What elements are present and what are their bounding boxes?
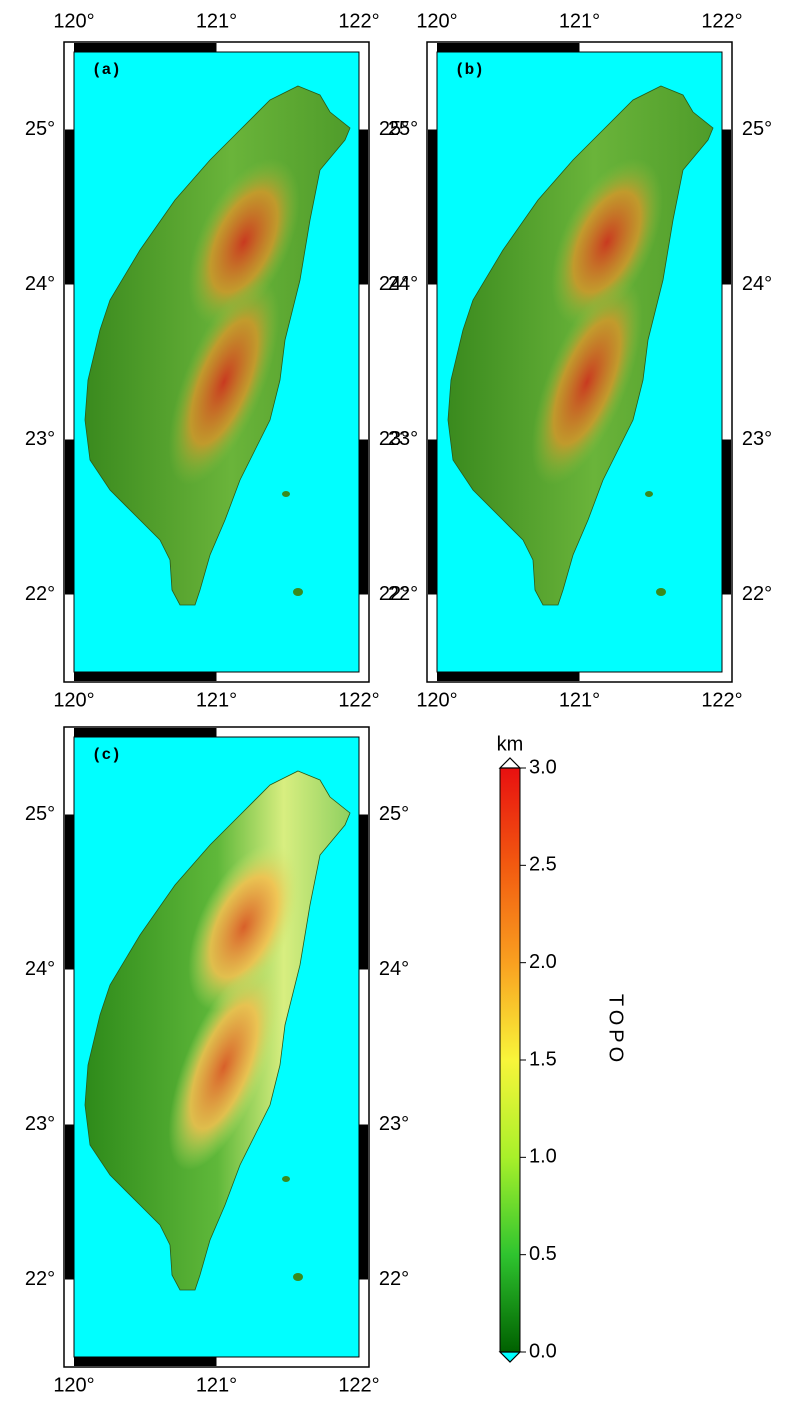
x-tick-label: 122° [338, 10, 379, 32]
y-tick-label: 25° [388, 118, 418, 140]
colorbar-scale [499, 767, 521, 1353]
x-tick-label: 122° [338, 689, 379, 711]
y-tick-label: 23° [25, 428, 55, 450]
colorbar-title: TOPO [605, 994, 627, 1066]
y-tick-label: 23° [742, 428, 772, 450]
y-tick-label: 23° [388, 428, 418, 450]
islet [656, 588, 666, 596]
colorbar-tick-label: 3.0 [529, 756, 557, 778]
frame-segment [359, 129, 368, 285]
x-tick-label: 121° [196, 10, 237, 32]
map-panels: (a)120°120°121°121°122°122°22° 22°23° 23°2… [25, 10, 772, 1396]
y-tick-label: 24° [388, 273, 418, 295]
y-tick-label: 25° [25, 118, 55, 140]
x-tick-label: 122° [701, 10, 742, 32]
y-tick-label: 24° [379, 273, 409, 295]
colorbar-tick-label: 1.5 [529, 1048, 557, 1070]
y-tick-label: 25° [742, 118, 772, 140]
mountains [168, 963, 280, 1171]
frame-segment [65, 814, 74, 970]
y-tick-label: 24° [742, 273, 772, 295]
colorbar: km TOPO 0.0 0.5 1.0 1.5 2.0 2.5 3.0 [497, 733, 627, 1363]
colorbar-under [498, 1351, 522, 1363]
y-tick-label: 24° [25, 273, 55, 295]
y-tick-label: 22° [25, 1268, 55, 1290]
x-tick-label: 120° [416, 10, 457, 32]
y-tick-label: 22° [388, 583, 418, 605]
panel-label: (b) [455, 61, 484, 79]
y-tick-label: 23° [25, 1113, 55, 1135]
frame-segment [722, 439, 731, 595]
colorbar-tick-label: 2.5 [529, 854, 557, 876]
frame-segment [65, 129, 74, 285]
frame-segment [359, 1124, 368, 1280]
y-tick-label: 23° [379, 428, 409, 450]
mountains [531, 278, 643, 486]
mountains [168, 278, 280, 486]
x-tick-label: 121° [559, 10, 600, 32]
mountains [551, 158, 663, 326]
x-tick-label: 120° [53, 1374, 94, 1396]
islet [645, 491, 653, 497]
frame-segment [65, 1124, 74, 1280]
island [84, 85, 351, 606]
y-tick-label: 24° [25, 958, 55, 980]
island [447, 85, 714, 606]
y-tick-label: 22° [742, 583, 772, 605]
x-tick-label: 120° [416, 689, 457, 711]
y-tick-label: 22° [379, 583, 409, 605]
panel-label: (c) [92, 746, 121, 764]
frame-segment [437, 43, 580, 52]
x-tick-label: 121° [196, 1374, 237, 1396]
y-tick-label: 24° [379, 958, 409, 980]
islet [293, 588, 303, 596]
colorbar-over [498, 757, 522, 769]
x-tick-label: 120° [53, 689, 94, 711]
colorbar-tick-label: 2.0 [529, 951, 557, 973]
islet [293, 1273, 303, 1281]
frame-segment [74, 1357, 217, 1366]
colorbar-unit: km [497, 733, 524, 755]
frame-segment [359, 439, 368, 595]
frame-segment [437, 672, 580, 681]
x-tick-label: 122° [338, 1374, 379, 1396]
colorbar-tick-label: 0.5 [529, 1243, 557, 1265]
frame-segment [65, 439, 74, 595]
frame-segment [428, 439, 437, 595]
frame-segment [74, 728, 217, 737]
x-tick-label: 120° [53, 10, 94, 32]
map-panel: (c) 120° 121° 122° 22° 22° 23° 23° 24° 24° 25° 25° [25, 726, 409, 1396]
colorbar-tick-label: 1.0 [529, 1146, 557, 1168]
islet [282, 1176, 290, 1182]
x-tick-label: 121° [559, 689, 600, 711]
map-panel: (a) 120° 120° 121° 121° 122° 122° 22° 22° 23° 23° 2… [25, 10, 409, 711]
islet [282, 491, 290, 497]
frame-segment [359, 814, 368, 970]
island [84, 770, 351, 1291]
frame-segment [428, 129, 437, 285]
y-tick-label: 23° [379, 1113, 409, 1135]
y-tick-label: 25° [379, 118, 409, 140]
x-tick-label: 122° [701, 689, 742, 711]
frame-segment [74, 672, 217, 681]
map-panel: (b) 120° 120° 121° 121° 122° 122° 22° 22° 23° 23° 2… [388, 10, 772, 711]
mountains [188, 158, 300, 326]
panel-label: (a) [92, 61, 121, 79]
y-tick-label: 25° [25, 803, 55, 825]
y-tick-label: 22° [25, 583, 55, 605]
y-tick-label: 22° [379, 1268, 409, 1290]
mountains [188, 843, 300, 1011]
y-tick-label: 25° [379, 803, 409, 825]
frame-segment [722, 129, 731, 285]
x-tick-label: 121° [196, 689, 237, 711]
colorbar-tick-label: 0.0 [529, 1340, 557, 1362]
frame-segment [74, 43, 217, 52]
